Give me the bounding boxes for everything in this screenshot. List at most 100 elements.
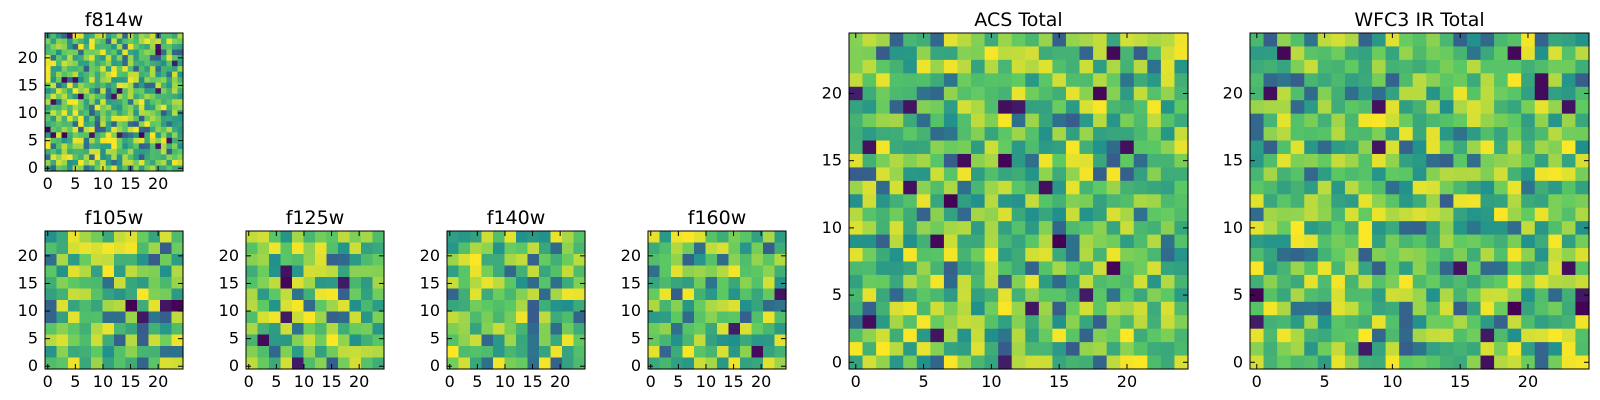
heatmap-cell <box>1466 194 1482 209</box>
x-tick-label: 0 <box>1252 372 1262 391</box>
heatmap-cell <box>493 323 506 336</box>
y-tick-label: 10 <box>18 301 38 320</box>
heatmap-cell <box>889 328 904 343</box>
heatmap-cell <box>516 323 529 336</box>
heatmap-cell <box>1147 248 1162 263</box>
heatmap-cell <box>1426 207 1441 222</box>
heatmap-cell <box>1160 140 1176 155</box>
heatmap-cell <box>94 49 101 56</box>
heatmap-cell <box>1466 221 1482 236</box>
heatmap-cell <box>257 277 270 290</box>
heatmap-cell <box>68 254 81 267</box>
heatmap-cell <box>573 254 586 267</box>
heatmap-cell <box>1263 248 1278 263</box>
heatmap-cell <box>292 334 305 347</box>
heatmap-cell <box>72 49 79 56</box>
heatmap-cell <box>78 126 85 133</box>
heatmap-cell <box>1507 301 1522 316</box>
heatmap-cell <box>1534 328 1549 343</box>
heatmap-cell <box>1399 234 1414 249</box>
heatmap-cell <box>1521 167 1536 182</box>
heatmap-cell <box>1372 73 1387 88</box>
heatmap-cell <box>1372 194 1387 209</box>
heatmap-cell <box>740 346 753 359</box>
heatmap-cell <box>1106 355 1121 370</box>
x-tick-label: 0 <box>43 372 53 391</box>
heatmap-cell <box>1439 113 1454 128</box>
heatmap-cell <box>1480 342 1495 357</box>
heatmap-cell <box>1079 153 1094 168</box>
heatmap-cell <box>1106 59 1121 74</box>
heatmap-cell <box>1120 355 1135 370</box>
heatmap-cell <box>1534 127 1549 142</box>
heatmap-cell <box>1011 261 1026 276</box>
heatmap-cell <box>137 311 150 324</box>
heatmap-cell <box>133 77 140 84</box>
heatmap-cell <box>1174 207 1189 222</box>
heatmap-cell <box>50 77 57 84</box>
heatmap-cell <box>516 311 529 324</box>
heatmap-cell <box>1534 274 1549 289</box>
heatmap-cell <box>78 33 85 40</box>
heatmap-cell <box>550 277 563 290</box>
heatmap-cell <box>148 357 161 370</box>
heatmap-cell <box>61 99 68 106</box>
heatmap-cell <box>849 127 864 142</box>
heatmap-cell <box>1160 194 1176 209</box>
heatmap-cell <box>1025 73 1040 88</box>
axes-frame <box>1249 32 1590 370</box>
heatmap-cell <box>68 277 81 290</box>
heatmap-cell <box>149 165 156 172</box>
heatmap-cell <box>114 323 127 336</box>
heatmap-cell <box>72 55 79 62</box>
heatmap-cell <box>849 221 864 236</box>
heatmap-cell <box>1426 86 1441 101</box>
heatmap-cell <box>1466 355 1482 370</box>
heatmap-cell <box>257 346 270 359</box>
heatmap-cell <box>1079 127 1094 142</box>
heatmap-cell <box>849 153 864 168</box>
heatmap-cell <box>155 115 162 122</box>
heatmap-cell <box>849 288 864 303</box>
heatmap-cell <box>516 277 529 290</box>
heatmap-cell <box>1412 180 1427 195</box>
heatmap-cell <box>280 254 293 267</box>
heatmap-cell <box>171 60 179 67</box>
heatmap-cell <box>1494 248 1509 263</box>
heatmap-cell <box>138 132 145 139</box>
heatmap-cell <box>1399 207 1414 222</box>
y-tick-label: 15 <box>18 75 38 94</box>
heatmap-cell <box>83 121 90 128</box>
heatmap-cell <box>1065 342 1081 357</box>
heatmap-cell <box>1120 274 1135 289</box>
heatmap-cell <box>539 346 552 359</box>
heatmap-cell <box>61 66 68 73</box>
heatmap-cell <box>177 104 184 111</box>
heatmap-cell <box>1439 301 1454 316</box>
heatmap-cell <box>89 66 96 73</box>
heatmap-cell <box>470 254 483 267</box>
heatmap-cell <box>1079 328 1094 343</box>
heatmap-cell <box>89 71 96 78</box>
heatmap-cell <box>1290 288 1305 303</box>
heatmap-cell <box>1507 328 1522 343</box>
heatmap-cell <box>83 99 90 106</box>
heatmap-cell <box>1385 315 1400 330</box>
heatmap-cell <box>1344 153 1360 168</box>
heatmap-cell <box>1263 194 1278 209</box>
heatmap-cell <box>1133 180 1148 195</box>
heatmap-cell <box>280 265 293 278</box>
heatmap-cell <box>116 71 123 78</box>
heatmap-cell <box>573 323 586 336</box>
heatmap-cell <box>1412 113 1427 128</box>
heatmap-cell <box>83 110 90 117</box>
heatmap-cell <box>862 59 877 74</box>
heatmap-cell <box>166 165 173 172</box>
heatmap-cell <box>1011 46 1026 61</box>
heatmap-cell <box>1494 315 1509 330</box>
heatmap-cell <box>114 300 127 313</box>
heatmap-cell <box>83 115 90 122</box>
heatmap-cell <box>45 71 52 78</box>
heatmap-cell <box>133 60 140 67</box>
